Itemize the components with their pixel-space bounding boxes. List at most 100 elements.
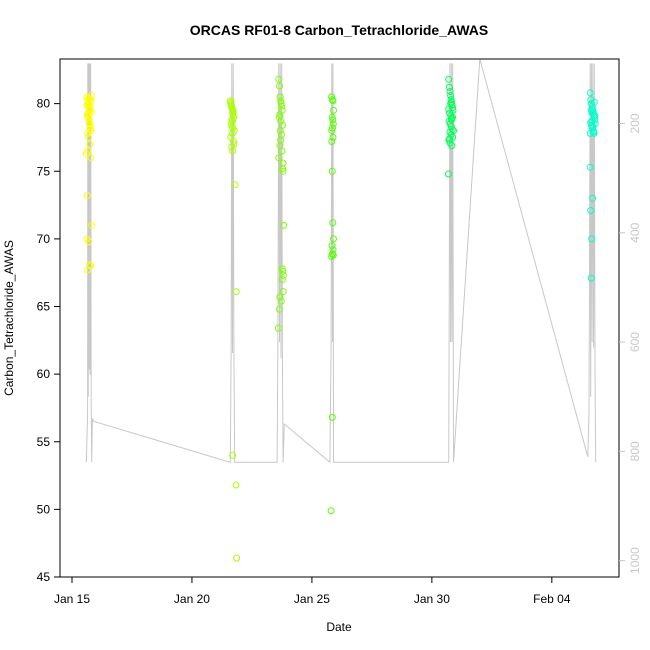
data-point bbox=[82, 150, 90, 158]
data-point bbox=[86, 96, 94, 104]
data-point bbox=[329, 219, 337, 227]
data-point bbox=[227, 98, 235, 106]
data-point bbox=[328, 93, 336, 101]
data-point bbox=[87, 154, 95, 162]
data-point bbox=[277, 297, 285, 305]
data-point bbox=[329, 120, 337, 128]
x-tick-label: Feb 04 bbox=[533, 592, 571, 606]
data-point bbox=[329, 97, 337, 105]
y2-tick-label: 800 bbox=[628, 441, 642, 461]
data-point bbox=[276, 93, 284, 101]
data-point bbox=[445, 75, 453, 83]
data-point bbox=[276, 293, 284, 301]
data-point bbox=[231, 181, 239, 189]
data-point bbox=[328, 242, 336, 250]
y-tick-label: 75 bbox=[37, 164, 51, 178]
data-point bbox=[276, 82, 283, 90]
data-point bbox=[328, 113, 336, 121]
data-point bbox=[85, 238, 93, 246]
data-point bbox=[445, 105, 453, 113]
y-tick-label: 50 bbox=[37, 502, 51, 516]
y2-tick-label: 1000 bbox=[628, 547, 642, 574]
data-point bbox=[279, 288, 287, 296]
data-point bbox=[229, 117, 236, 125]
data-point bbox=[229, 147, 237, 155]
data-point bbox=[329, 251, 337, 259]
data-point bbox=[277, 100, 285, 108]
x-axis-label: Date bbox=[326, 620, 352, 634]
data-point bbox=[88, 221, 96, 229]
data-point bbox=[85, 133, 92, 141]
data-point bbox=[275, 154, 283, 162]
data-point bbox=[587, 207, 595, 214]
data-point bbox=[279, 267, 287, 275]
data-point bbox=[448, 142, 456, 150]
data-point bbox=[277, 131, 285, 139]
data-point bbox=[228, 123, 236, 131]
y2-tick-label: 400 bbox=[628, 222, 642, 242]
data-point bbox=[330, 235, 337, 243]
plot-area: 45 50 55 60 65 70 75 80 Jan 15 Jan 20 Jan 25 Jan 30… bbox=[37, 58, 642, 606]
x-tick-label: Jan 25 bbox=[294, 592, 330, 606]
data-point bbox=[229, 106, 237, 114]
y2-tick-label: 600 bbox=[628, 332, 642, 352]
data-point bbox=[328, 127, 336, 135]
data-point bbox=[446, 135, 454, 143]
y-tick-label: 65 bbox=[37, 300, 51, 314]
data-point bbox=[586, 89, 594, 97]
y-tick-label: 80 bbox=[37, 97, 51, 111]
data-point bbox=[85, 112, 93, 120]
data-point bbox=[328, 413, 336, 421]
chart-title: ORCAS RF01-8 Carbon_Tetrachloride_AWAS bbox=[190, 22, 488, 38]
data-point bbox=[278, 276, 286, 283]
data-point bbox=[329, 116, 337, 124]
data-point bbox=[449, 104, 456, 112]
data-point bbox=[328, 253, 336, 260]
data-point bbox=[447, 92, 455, 99]
data-point bbox=[591, 120, 599, 128]
y-axis-label: Carbon_Tetrachloride_AWAS bbox=[2, 240, 16, 396]
data-point bbox=[232, 481, 240, 489]
data-point bbox=[229, 109, 237, 117]
data-point bbox=[446, 88, 454, 95]
data-point bbox=[445, 83, 453, 91]
data-point bbox=[450, 127, 457, 135]
data-point bbox=[328, 138, 336, 145]
x-tick-label: Jan 20 bbox=[174, 592, 210, 606]
data-point bbox=[588, 235, 596, 243]
data-point bbox=[278, 102, 286, 110]
y-tick-label: 70 bbox=[37, 232, 51, 246]
data-point bbox=[86, 140, 94, 148]
x-tick-label: Jan 30 bbox=[414, 592, 450, 606]
data-point bbox=[275, 75, 283, 83]
data-point bbox=[279, 167, 287, 175]
data-point bbox=[588, 109, 596, 117]
y-tick-label: 55 bbox=[37, 435, 51, 449]
data-point bbox=[590, 98, 598, 106]
data-point bbox=[275, 305, 283, 313]
data-point bbox=[230, 140, 238, 148]
y2-tick-label: 200 bbox=[628, 113, 642, 133]
y-tick-label: 45 bbox=[37, 570, 51, 584]
data-point bbox=[279, 165, 287, 173]
data-point bbox=[85, 94, 93, 102]
data-point bbox=[329, 133, 337, 141]
data-point bbox=[228, 129, 236, 137]
data-point bbox=[587, 274, 595, 282]
data-point bbox=[278, 265, 286, 273]
data-point bbox=[233, 554, 241, 562]
data-point bbox=[276, 127, 284, 135]
data-point bbox=[85, 116, 93, 124]
data-point bbox=[589, 194, 597, 202]
data-point bbox=[329, 124, 336, 132]
data-point bbox=[85, 119, 93, 127]
data-point bbox=[87, 123, 94, 131]
data-point bbox=[327, 507, 335, 515]
data-point bbox=[279, 271, 287, 279]
altitude-line bbox=[85, 58, 597, 464]
data-point bbox=[449, 113, 456, 121]
data-point bbox=[86, 261, 94, 269]
data-point bbox=[276, 111, 284, 118]
data-point bbox=[274, 324, 282, 332]
